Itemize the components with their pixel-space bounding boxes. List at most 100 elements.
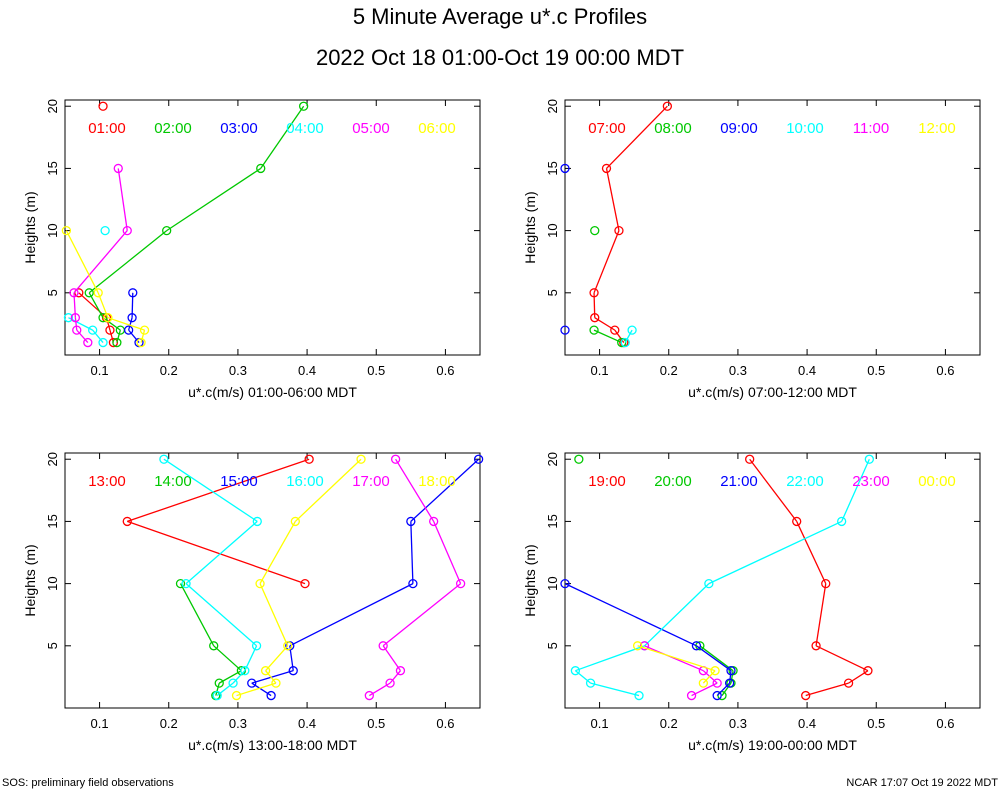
legend-entry: 10:00	[786, 120, 824, 137]
series-line	[185, 520, 258, 585]
x-tick-label: 0.6	[436, 363, 454, 378]
series-line	[691, 682, 718, 697]
series-line	[215, 682, 220, 696]
series-line	[699, 645, 734, 672]
data-point	[792, 516, 802, 527]
data-point	[843, 678, 854, 688]
series-line	[140, 329, 146, 343]
x-tick-label: 0.1	[591, 363, 609, 378]
y-tick-label: 5	[45, 289, 60, 296]
data-point	[98, 101, 108, 111]
chart-subtitle: 2022 Oct 18 01:00-Oct 19 00:00 MDT	[315, 45, 685, 70]
data-point	[698, 678, 708, 688]
data-point	[385, 678, 395, 688]
series-line	[236, 682, 277, 697]
plot-frame	[64, 99, 481, 356]
y-tick-label: 5	[545, 642, 560, 649]
y-tick-label: 15	[545, 161, 560, 175]
x-axis-label: u*.c(m/s) 19:00-00:00 MDT	[688, 737, 857, 753]
series-line	[708, 520, 842, 585]
series-line	[637, 645, 716, 672]
data-point	[627, 325, 637, 335]
data-point	[560, 163, 570, 174]
data-point	[560, 578, 570, 589]
series-line	[564, 583, 697, 647]
x-tick-label: 0.2	[660, 716, 678, 731]
series-line	[92, 329, 104, 343]
series-line	[163, 458, 258, 522]
x-tick-label: 0.5	[367, 363, 385, 378]
data-point	[712, 690, 722, 701]
x-axis-label: u*.c(m/s) 13:00-18:00 MDT	[188, 737, 357, 753]
data-point	[123, 325, 134, 335]
series-line	[259, 583, 289, 647]
data-point	[691, 641, 702, 651]
data-point	[136, 337, 146, 348]
data-point	[570, 666, 581, 676]
series-line	[76, 329, 89, 343]
x-axis-label: u*.c(m/s) 07:00-12:00 MDT	[688, 384, 857, 400]
legend-entry: 11:00	[853, 120, 889, 137]
data-point	[112, 337, 122, 348]
series-line	[730, 670, 734, 684]
series-line	[127, 520, 306, 585]
data-point	[801, 690, 811, 701]
data-point	[300, 578, 310, 589]
series-line	[395, 458, 435, 522]
x-tick-label: 0.4	[298, 363, 316, 378]
data-point	[103, 313, 113, 323]
x-tick-label: 0.3	[729, 716, 747, 731]
series-line	[116, 329, 121, 343]
series-line	[88, 230, 168, 294]
y-tick-label: 5	[45, 642, 60, 649]
y-axis-label: Heights (m)	[522, 191, 538, 263]
series-line	[728, 670, 732, 684]
legend-entry: 00:00	[918, 473, 956, 490]
series-line	[259, 521, 296, 584]
y-axis-label: Heights (m)	[522, 544, 538, 616]
x-tick-label: 0.5	[367, 716, 385, 731]
data-point	[100, 225, 110, 236]
data-point	[590, 225, 600, 236]
data-point	[634, 690, 644, 701]
data-point	[98, 313, 108, 323]
series-line	[796, 521, 827, 584]
data-point	[590, 313, 600, 323]
data-point	[72, 325, 82, 335]
data-point	[175, 578, 186, 589]
series-line	[593, 230, 620, 294]
x-tick-label: 0.6	[936, 363, 954, 378]
series-line	[644, 583, 710, 647]
data-point	[181, 578, 191, 589]
legend-entry: 07:00	[588, 120, 626, 137]
data-point	[408, 578, 418, 589]
legend-entry: 03:00	[220, 120, 258, 137]
data-point	[710, 666, 720, 676]
series-line	[410, 521, 414, 584]
y-tick-label: 20	[45, 452, 60, 466]
data-point	[83, 337, 93, 348]
data-point	[93, 288, 103, 298]
data-point	[214, 678, 224, 688]
legend-entry: 02:00	[154, 120, 192, 137]
data-point	[864, 454, 874, 464]
data-point	[113, 163, 123, 174]
series-line	[382, 583, 462, 647]
y-axis-label: Heights (m)	[22, 544, 38, 616]
x-tick-label: 0.6	[436, 716, 454, 731]
x-tick-label: 0.5	[867, 716, 885, 731]
data-point	[610, 325, 620, 335]
data-point	[247, 678, 257, 688]
data-point	[260, 666, 271, 676]
data-point	[98, 337, 108, 348]
legend-entry: 16:00	[286, 473, 324, 490]
series-line	[260, 105, 305, 169]
data-point	[639, 641, 650, 651]
legend-entry: 23:00	[852, 473, 890, 490]
series-line	[410, 458, 480, 522]
y-tick-label: 10	[45, 576, 60, 590]
y-tick-label: 10	[45, 223, 60, 237]
x-tick-label: 0.2	[160, 363, 178, 378]
data-point	[821, 578, 831, 589]
